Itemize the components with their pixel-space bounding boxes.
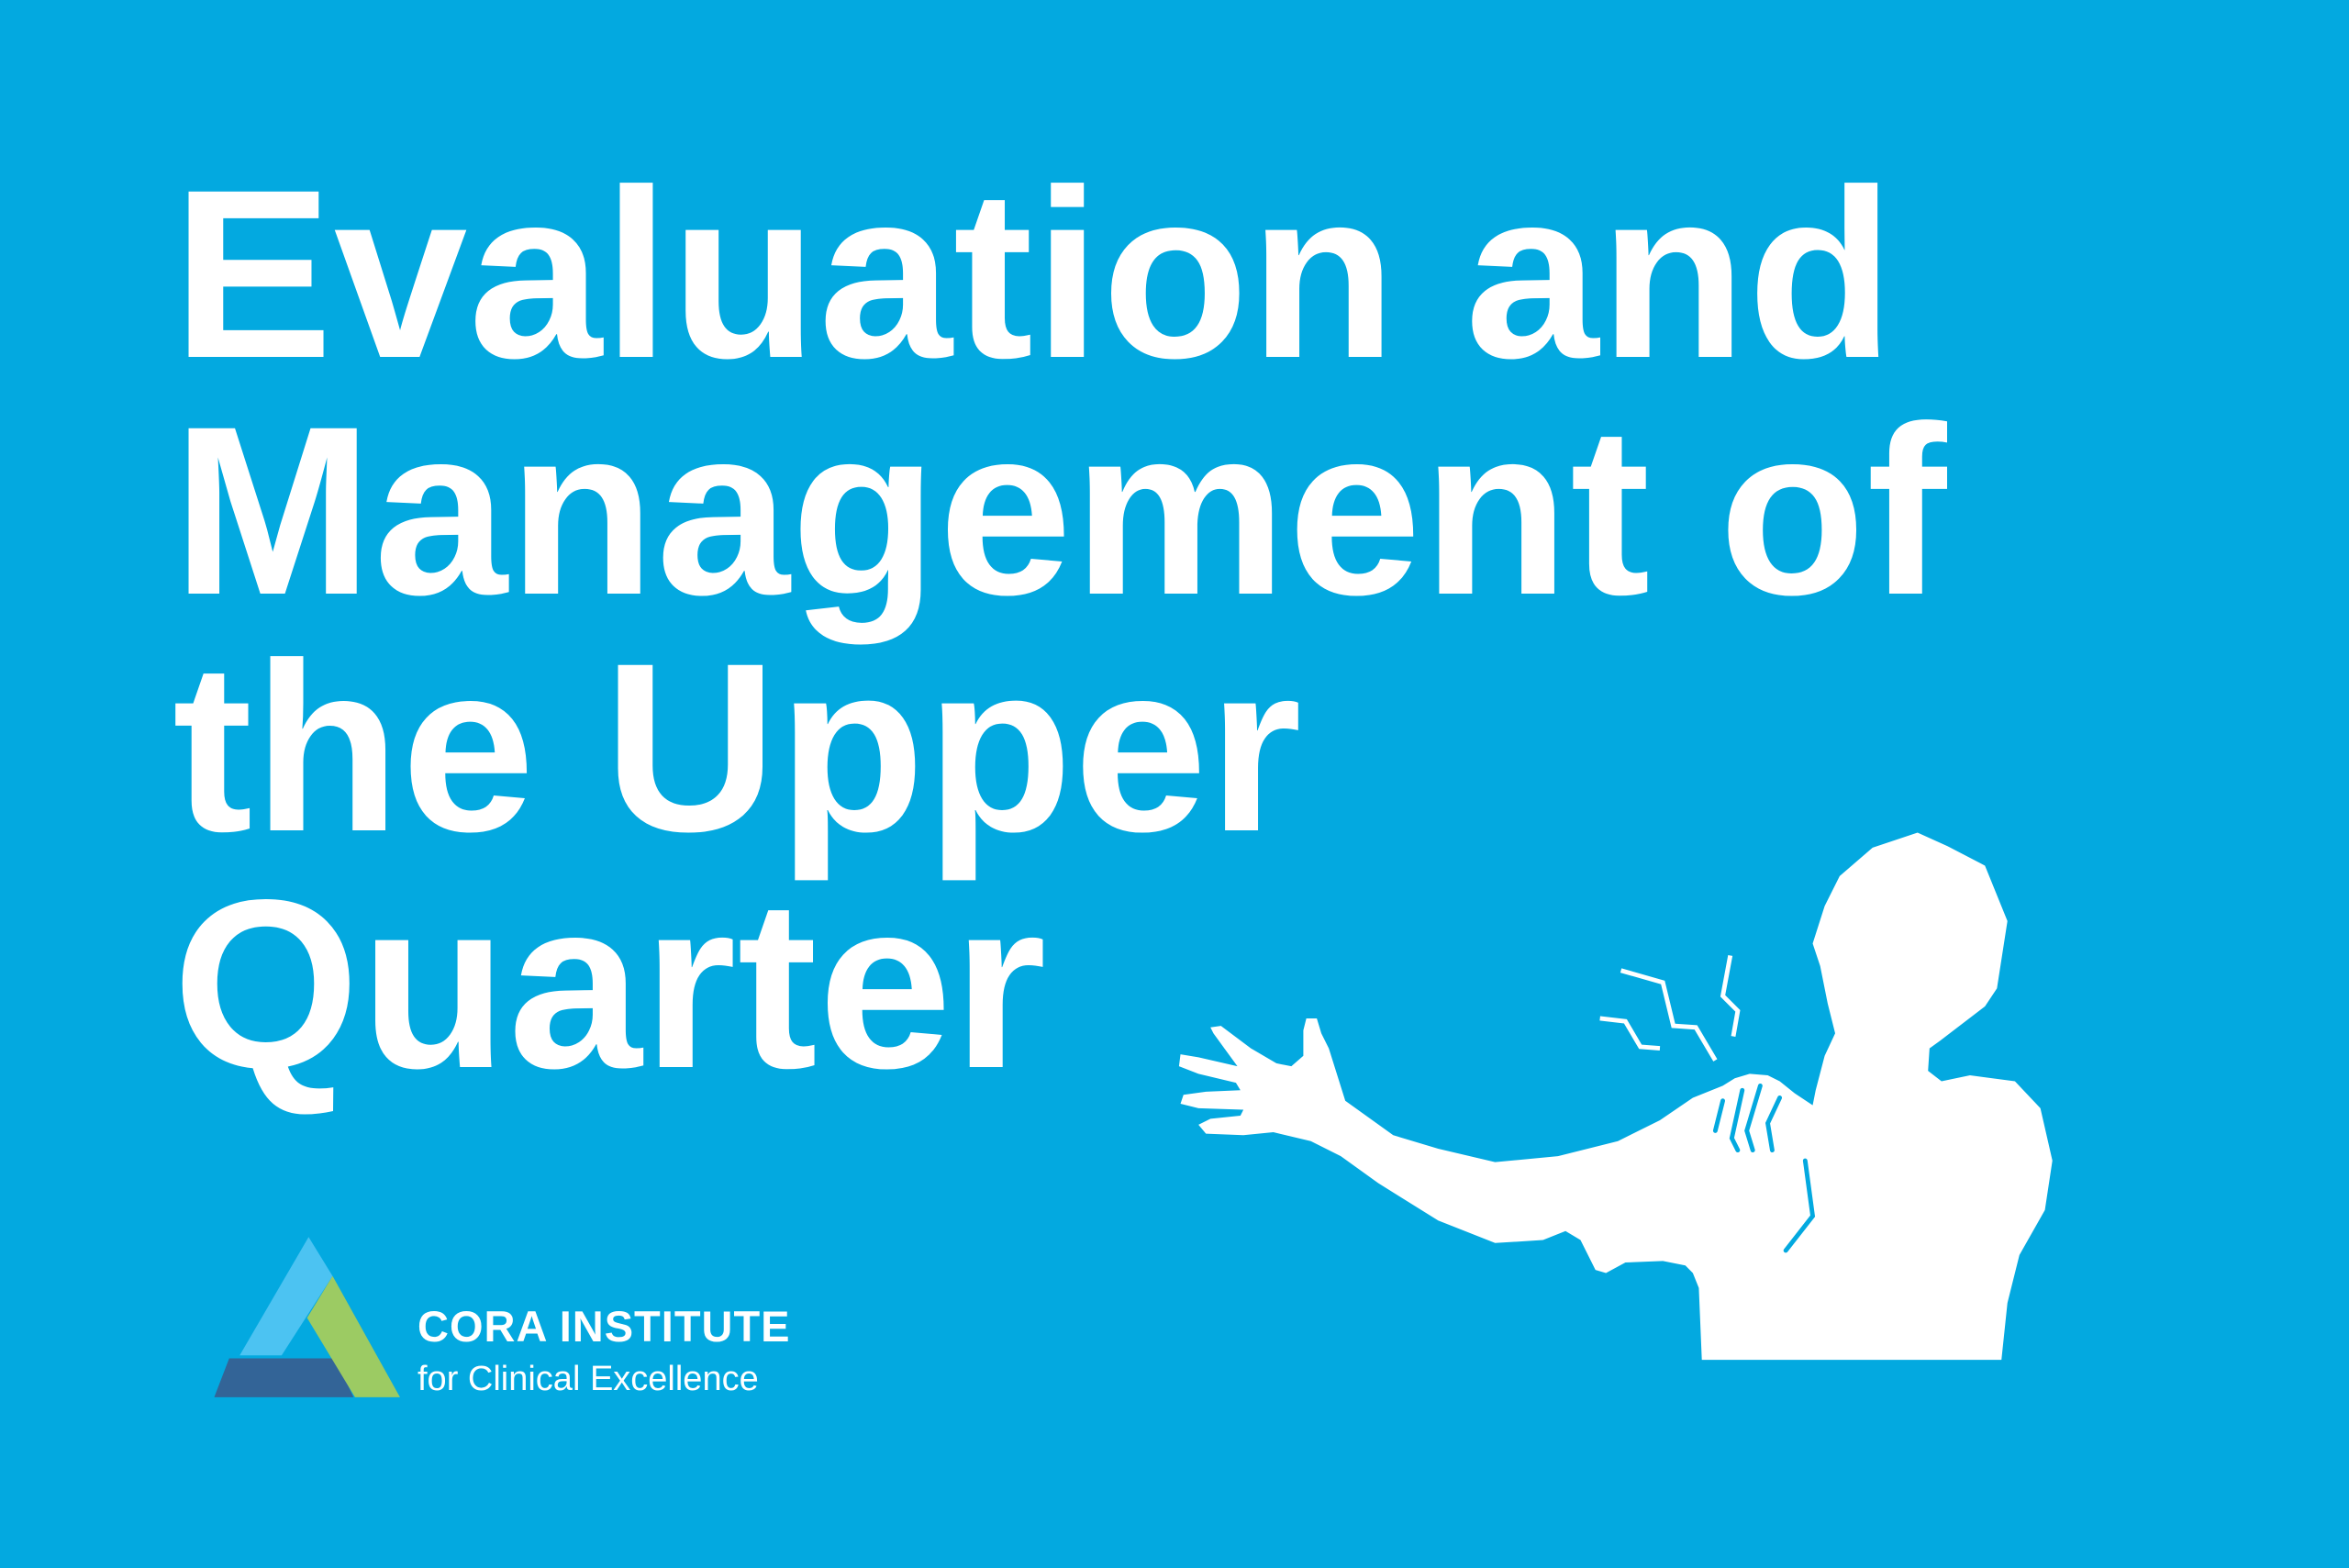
person-shoulder-pain-icon [1178, 832, 2053, 1361]
logo-tagline: for Clinical Excellence [417, 1360, 759, 1398]
pain-lines-icon [1599, 954, 1741, 1062]
cora-logo-icon [214, 1237, 400, 1397]
logo-dark-blue-segment [214, 1358, 354, 1397]
logo-brand-name: CORA INSTITUTE [417, 1302, 791, 1351]
title-line-3: the Upper [173, 613, 1303, 882]
title-line-1: Evaluation and [173, 139, 1896, 408]
title-line-4: Quarter [173, 850, 1048, 1118]
logo-light-blue-segment [239, 1237, 333, 1356]
page-title: Evaluation and Management of the Upper Q… [173, 139, 1948, 1118]
logo-green-segment [306, 1275, 400, 1397]
title-line-2: Management of [173, 376, 1948, 645]
